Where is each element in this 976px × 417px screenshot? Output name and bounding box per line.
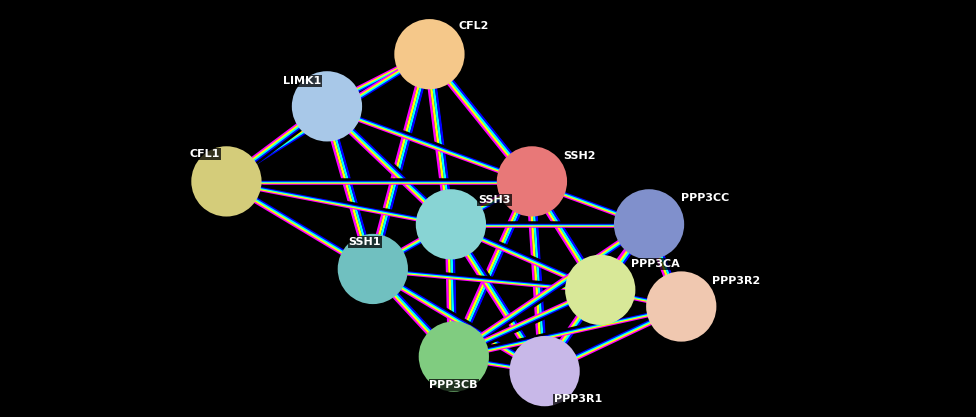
Text: PPP3R1: PPP3R1: [554, 394, 602, 404]
Ellipse shape: [419, 322, 489, 392]
Text: CFL2: CFL2: [459, 21, 489, 31]
Ellipse shape: [292, 71, 362, 141]
Text: PPP3CB: PPP3CB: [429, 380, 478, 390]
Text: CFL1: CFL1: [189, 149, 220, 159]
Ellipse shape: [614, 189, 684, 259]
Text: SSH1: SSH1: [348, 237, 381, 247]
Ellipse shape: [646, 271, 716, 342]
Ellipse shape: [338, 234, 408, 304]
Ellipse shape: [565, 255, 635, 325]
Ellipse shape: [497, 146, 567, 216]
Text: PPP3R2: PPP3R2: [712, 276, 760, 286]
Text: SSH2: SSH2: [563, 151, 595, 161]
Text: LIMK1: LIMK1: [283, 76, 321, 86]
Ellipse shape: [416, 189, 486, 259]
Ellipse shape: [191, 146, 262, 216]
Text: SSH3: SSH3: [478, 195, 510, 205]
Ellipse shape: [394, 19, 465, 89]
Ellipse shape: [509, 336, 580, 406]
Text: PPP3CA: PPP3CA: [631, 259, 680, 269]
Text: PPP3CC: PPP3CC: [681, 193, 729, 203]
